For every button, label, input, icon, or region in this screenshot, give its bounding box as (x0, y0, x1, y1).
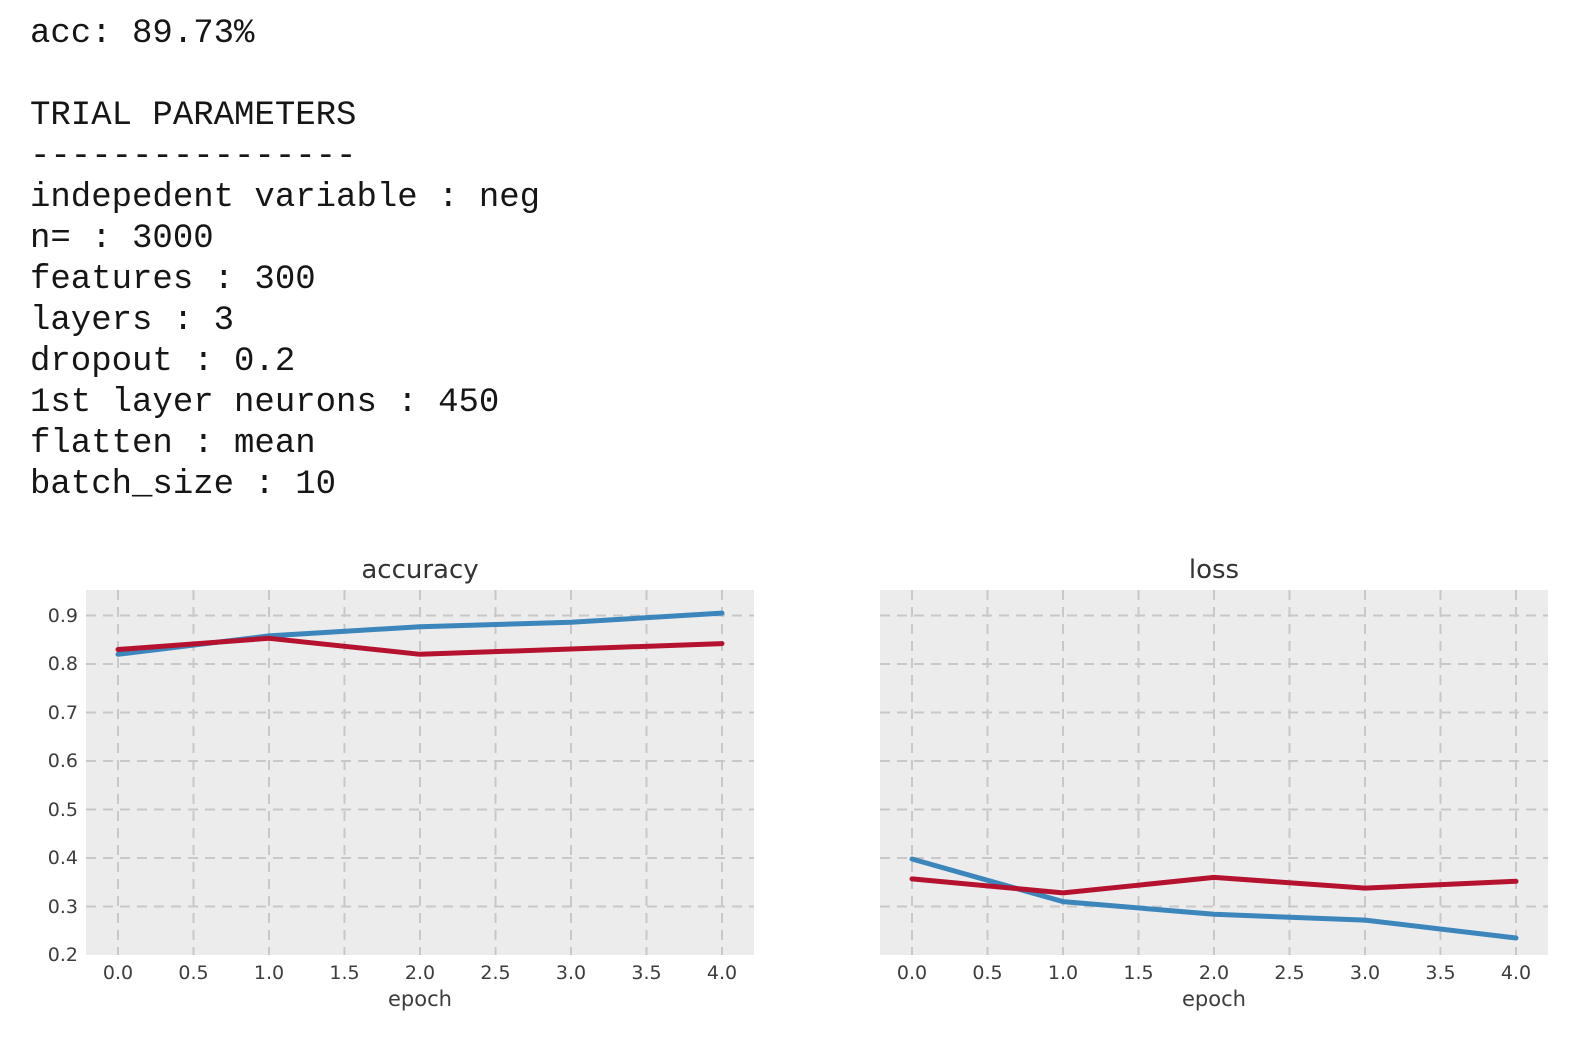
console-output-line: features : 300 (30, 261, 316, 299)
console-output-line: 1st layer neurons : 450 (30, 384, 500, 422)
console-output-line: indepedent variable : neg (30, 179, 541, 217)
x-tick-label: 3.5 (1425, 962, 1456, 984)
x-tick-label: 4.0 (706, 962, 738, 984)
loss-chart: loss 0.0 0.5 1.0 1.5 2.0 2.5 3.0 3.5 4.0 epoch (880, 556, 1548, 1010)
x-tick-label: 1.0 (1047, 962, 1079, 984)
console-output-line: TRIAL PARAMETERS (30, 97, 357, 135)
console-output-line: n= : 3000 (30, 220, 214, 258)
x-tick-label: 2.5 (1274, 962, 1305, 984)
x-tick-label: 2.0 (404, 962, 436, 984)
loss-plot-area (880, 590, 1548, 955)
console-output-line: dropout : 0.2 (30, 343, 296, 381)
x-tick-label: 2.0 (1198, 962, 1230, 984)
console-output-line (30, 55, 540, 96)
y-tick-label: 0.3 (47, 895, 78, 918)
console-output-line: flatten : mean (30, 425, 316, 463)
x-tick-label: 0.0 (896, 962, 928, 984)
x-tick-label: 0.5 (972, 962, 1003, 984)
console-output-line: batch_size : 10 (30, 466, 337, 504)
y-tick-label: 0.9 (47, 604, 78, 627)
x-tick-label: 3.5 (631, 962, 662, 984)
accuracy-red-line (115, 635, 725, 657)
accuracy-x-axis-label: epoch (388, 987, 452, 1011)
accuracy-plot-area (86, 590, 754, 955)
x-tick-label: 2.5 (480, 962, 511, 984)
x-tick-label: 4.0 (1500, 962, 1532, 984)
loss-x-axis-label: epoch (1182, 987, 1246, 1011)
y-tick-label: 0.6 (47, 750, 78, 772)
x-tick-label: 3.0 (1349, 962, 1381, 984)
accuracy-chart: accuracy 0.9 0.8 0.7 0.6 0.5 0.4 0.3 0.2 0.0 0.5… (48, 556, 754, 1010)
loss-chart-title: loss (1188, 555, 1240, 585)
y-tick-label: 0.5 (47, 798, 78, 821)
x-tick-label: 0.5 (178, 962, 209, 984)
console-output-text: acc: 89.73% TRIAL PARAMETERS ------------… (30, 14, 540, 506)
console-output-line: ---------------- (30, 138, 357, 176)
x-tick-label: 3.0 (555, 962, 587, 984)
loss-gridlines (880, 590, 1548, 955)
accuracy-chart-title: accuracy (361, 555, 479, 585)
console-output-line: acc: 89.73% (30, 15, 255, 53)
console-output-line: layers : 3 (30, 302, 235, 340)
y-tick-label: 0.2 (47, 944, 78, 966)
x-tick-label: 0.0 (102, 962, 134, 984)
y-tick-label: 0.4 (47, 847, 78, 869)
x-tick-label: 1.0 (253, 962, 285, 984)
x-tick-label: 1.5 (329, 962, 360, 984)
y-tick-label: 0.8 (47, 653, 78, 675)
x-tick-label: 1.5 (1123, 962, 1154, 984)
loss-red-line (909, 874, 1519, 896)
y-tick-label: 0.7 (47, 701, 78, 724)
